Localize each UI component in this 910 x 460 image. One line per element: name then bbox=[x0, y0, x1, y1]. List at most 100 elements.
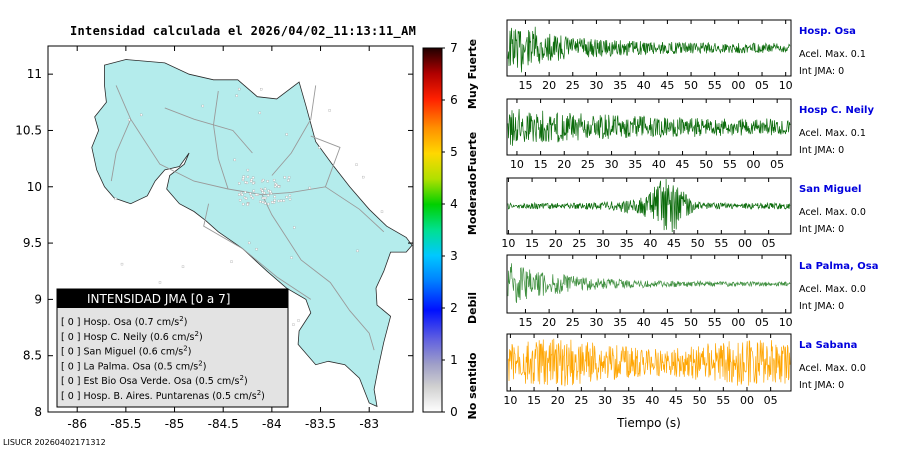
waveform-tick-label: 50 bbox=[684, 316, 698, 329]
waveform-tick-label: 55 bbox=[723, 158, 737, 171]
station-marker bbox=[261, 200, 265, 204]
station-name: La Palma, Osa bbox=[799, 261, 879, 272]
station-marker bbox=[259, 200, 262, 203]
colorbar-tick-label: 7 bbox=[450, 41, 458, 55]
station-marker bbox=[181, 265, 185, 268]
station-marker bbox=[242, 175, 245, 178]
station-marker bbox=[242, 202, 245, 206]
map-y-tick-label: 10 bbox=[27, 180, 42, 194]
station-name: San Miguel bbox=[799, 184, 861, 195]
waveform-tick-label: 30 bbox=[589, 316, 603, 329]
map-x-tick-label: -85 bbox=[165, 417, 185, 431]
station-marker bbox=[267, 202, 270, 206]
costa-rica-outline bbox=[91, 59, 413, 408]
road-line bbox=[261, 194, 375, 351]
station-int-jma: Int JMA: 0 bbox=[799, 145, 844, 156]
waveform-tick-label: 50 bbox=[699, 158, 713, 171]
colorbar-tick-label: 3 bbox=[450, 249, 458, 263]
station-marker bbox=[283, 176, 286, 179]
station-marker bbox=[140, 113, 143, 117]
legend-entry: [ 0 ] San Miguel (0.6 cm/s2) bbox=[61, 345, 191, 358]
waveform-tick-label: 20 bbox=[542, 316, 556, 329]
waveform-tick-label: 40 bbox=[643, 237, 657, 250]
colorbar-tick-label: 1 bbox=[450, 353, 458, 367]
station-marker bbox=[114, 197, 117, 201]
station-marker bbox=[266, 194, 270, 197]
station-marker bbox=[273, 199, 276, 202]
legend-header-bar bbox=[57, 289, 288, 308]
station-marker bbox=[244, 197, 248, 200]
waveform-tick-label: 35 bbox=[620, 237, 634, 250]
colorbar-class-label: Moderado bbox=[466, 173, 479, 236]
waveform-trace bbox=[507, 108, 791, 146]
legend-entry: [ 0 ] Hosp. Osa (0.7 cm/s2) bbox=[61, 315, 187, 328]
map-y-tick-label: 11 bbox=[27, 67, 42, 81]
station-marker bbox=[246, 203, 249, 206]
waveform-tick-label: 40 bbox=[637, 316, 651, 329]
waveform-tick-label: 25 bbox=[574, 394, 588, 407]
map-y-tick-label: 10.5 bbox=[15, 123, 42, 137]
waveform-panel: 10 15 20 25 30 35 40 45 50 55 00 05 Hosp C. Neily Ace… bbox=[506, 98, 874, 171]
waveform-tick-label: 05 bbox=[764, 394, 778, 407]
station-marker bbox=[292, 323, 295, 326]
station-acel-max: Acel. Max. 0.0 bbox=[799, 207, 866, 218]
station-marker bbox=[266, 180, 269, 183]
road-line bbox=[164, 107, 253, 154]
waveform-tick-label: 50 bbox=[693, 394, 707, 407]
waveform-tick-label: 50 bbox=[691, 237, 705, 250]
station-marker bbox=[233, 158, 236, 162]
station-marker bbox=[271, 201, 274, 204]
map-x-tick-label: -86 bbox=[67, 417, 87, 431]
colorbar-class-label: Fuerte bbox=[466, 132, 479, 172]
waveform-tick-label: 45 bbox=[676, 158, 690, 171]
waveform-tick-label: 15 bbox=[534, 158, 548, 171]
waveform-tick-label: 50 bbox=[684, 79, 698, 92]
station-name: Hosp C. Neily bbox=[799, 105, 874, 116]
map-x-tick-label: -84.5 bbox=[208, 417, 239, 431]
station-acel-max: Acel. Max. 0.1 bbox=[799, 49, 866, 60]
map-y-tick-label: 8 bbox=[34, 405, 42, 419]
waveform-tick-label: 55 bbox=[708, 79, 722, 92]
waveform-tick-label: 40 bbox=[637, 79, 651, 92]
station-marker bbox=[362, 175, 365, 179]
road-line bbox=[310, 135, 341, 187]
waveform-tick-label: 40 bbox=[645, 394, 659, 407]
waveform-trace bbox=[507, 178, 791, 233]
road-line bbox=[271, 85, 317, 176]
waveform-tick-label: 30 bbox=[596, 237, 610, 250]
waveform-tick-label: 25 bbox=[572, 237, 586, 250]
station-marker bbox=[273, 195, 276, 198]
station-marker bbox=[230, 260, 233, 263]
station-marker bbox=[262, 178, 265, 182]
waveform-tick-label: 10 bbox=[503, 394, 517, 407]
station-marker bbox=[262, 196, 266, 200]
station-marker bbox=[249, 195, 253, 198]
station-marker bbox=[274, 185, 277, 188]
waveform-tick-label: 20 bbox=[551, 394, 565, 407]
map-x-tick-label: -83 bbox=[359, 417, 379, 431]
station-marker bbox=[293, 226, 296, 229]
station-marker bbox=[251, 176, 255, 179]
station-marker bbox=[238, 182, 241, 185]
waveform-panel: 10 15 20 25 30 35 40 45 50 55 00 05 La Sabana Acel. M… bbox=[503, 333, 866, 407]
station-marker bbox=[272, 179, 276, 182]
station-marker bbox=[277, 199, 280, 203]
station-marker bbox=[252, 181, 255, 185]
station-int-jma: Int JMA: 0 bbox=[799, 224, 844, 235]
waveform-trace bbox=[507, 26, 791, 73]
map-x-tick-label: -83.5 bbox=[305, 417, 336, 431]
colorbar-tick-label: 4 bbox=[450, 197, 458, 211]
waveform-tick-label: 00 bbox=[740, 394, 754, 407]
waveform-x-axis-label: Tiempo (s) bbox=[616, 416, 681, 430]
station-marker bbox=[246, 168, 250, 172]
station-marker bbox=[120, 262, 124, 266]
station-marker bbox=[260, 88, 263, 91]
waveform-tick-label: 55 bbox=[716, 394, 730, 407]
station-marker bbox=[275, 183, 278, 187]
waveform-tick-label: 25 bbox=[581, 158, 595, 171]
station-marker bbox=[290, 256, 293, 259]
station-marker bbox=[282, 199, 286, 202]
waveform-tick-label: 00 bbox=[747, 158, 761, 171]
map-y-tick-label: 9 bbox=[34, 292, 42, 306]
